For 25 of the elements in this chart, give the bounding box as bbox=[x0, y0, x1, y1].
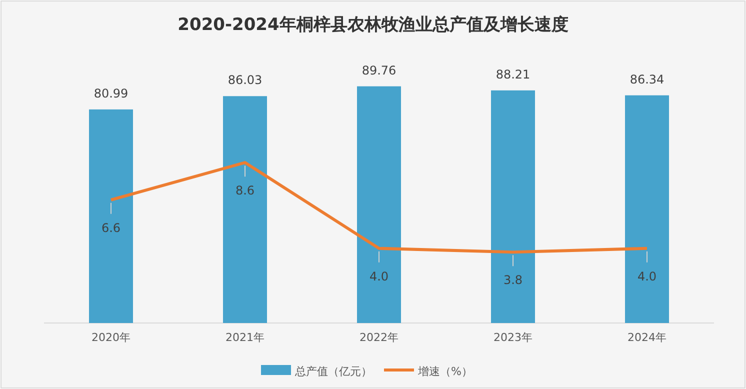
data-label: 86.03 bbox=[228, 73, 262, 88]
chart-title: 2020-2024年桐梓县农林牧渔业总产值及增长速度 bbox=[178, 15, 568, 35]
x-tick-label: 2024年 bbox=[628, 331, 666, 344]
x-tick-label: 2022年 bbox=[360, 331, 398, 344]
bar bbox=[625, 95, 669, 323]
data-label: 6.6 bbox=[101, 220, 121, 235]
data-label: 80.99 bbox=[94, 86, 128, 100]
legend-item: 总产值（亿元） bbox=[261, 365, 372, 378]
legend-label: 增速（%） bbox=[417, 365, 472, 378]
data-label: 89.76 bbox=[362, 63, 396, 78]
x-tick-label: 2023年 bbox=[494, 331, 532, 344]
legend-label: 总产值（亿元） bbox=[294, 365, 372, 378]
x-tick-label: 2020年 bbox=[92, 331, 130, 344]
data-label: 86.34 bbox=[630, 72, 664, 86]
data-label: 4.0 bbox=[637, 269, 657, 284]
bar bbox=[223, 96, 267, 323]
data-label: 8.6 bbox=[235, 184, 255, 198]
data-label: 88.21 bbox=[496, 67, 530, 82]
data-label: 4.0 bbox=[369, 269, 389, 284]
legend-item: 增速（%） bbox=[384, 365, 472, 378]
bar bbox=[89, 109, 133, 323]
x-tick-label: 2021年 bbox=[226, 331, 264, 344]
bar bbox=[491, 90, 535, 323]
data-label: 3.8 bbox=[503, 273, 523, 288]
bar bbox=[357, 86, 401, 323]
